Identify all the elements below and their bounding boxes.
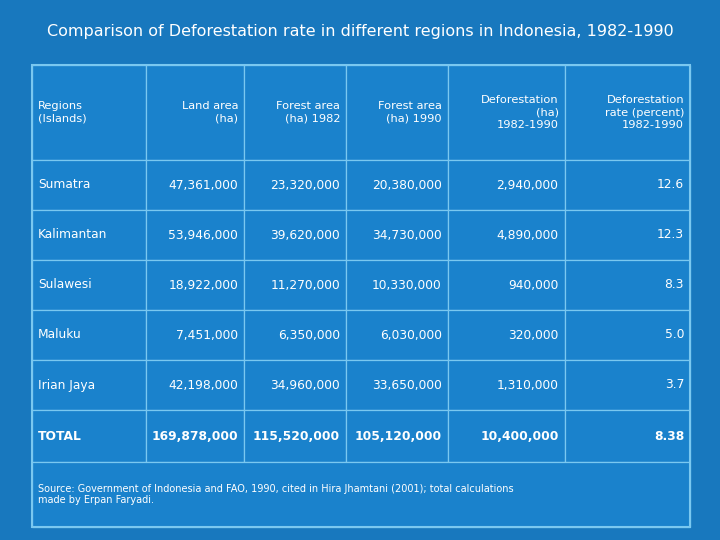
Bar: [146, 260, 244, 310]
Bar: [146, 160, 244, 210]
Bar: [448, 160, 564, 210]
Text: 47,361,000: 47,361,000: [168, 179, 238, 192]
Text: Source: Government of Indonesia and FAO, 1990, cited in Hira Jhamtani (2001); to: Source: Government of Indonesia and FAO,…: [38, 484, 513, 505]
Text: 940,000: 940,000: [508, 279, 559, 292]
Bar: [146, 210, 244, 260]
Bar: [346, 360, 448, 410]
Bar: [564, 65, 690, 160]
Text: 18,922,000: 18,922,000: [168, 279, 238, 292]
Bar: [146, 410, 244, 462]
Bar: [448, 360, 564, 410]
Bar: [346, 310, 448, 360]
Bar: [146, 310, 244, 360]
Bar: [346, 160, 448, 210]
Bar: [564, 160, 690, 210]
Text: 169,878,000: 169,878,000: [152, 429, 238, 442]
Text: 20,380,000: 20,380,000: [372, 179, 442, 192]
Bar: [346, 260, 448, 310]
Bar: [146, 360, 244, 410]
Text: 8.3: 8.3: [665, 279, 684, 292]
Text: 34,730,000: 34,730,000: [372, 228, 442, 241]
Text: 33,650,000: 33,650,000: [372, 379, 442, 392]
Text: 12.6: 12.6: [657, 179, 684, 192]
Text: Deforestation
(ha)
1982-1990: Deforestation (ha) 1982-1990: [481, 95, 559, 130]
Text: 5.0: 5.0: [665, 328, 684, 341]
Text: 8.38: 8.38: [654, 429, 684, 442]
Bar: [448, 410, 564, 462]
Text: 12.3: 12.3: [657, 228, 684, 241]
Text: 42,198,000: 42,198,000: [168, 379, 238, 392]
Text: 6,350,000: 6,350,000: [278, 328, 340, 341]
Text: Forest area
(ha) 1990: Forest area (ha) 1990: [378, 102, 442, 124]
Text: Sumatra: Sumatra: [38, 179, 91, 192]
Text: 7,451,000: 7,451,000: [176, 328, 238, 341]
Bar: [32, 410, 146, 462]
Text: Irian Jaya: Irian Jaya: [38, 379, 95, 392]
Bar: [244, 210, 346, 260]
Bar: [448, 65, 564, 160]
Bar: [32, 160, 146, 210]
Text: 105,120,000: 105,120,000: [355, 429, 442, 442]
Bar: [32, 65, 146, 160]
Text: 3.7: 3.7: [665, 379, 684, 392]
Text: 4,890,000: 4,890,000: [496, 228, 559, 241]
Text: 11,270,000: 11,270,000: [270, 279, 340, 292]
Text: Deforestation
rate (percent)
1982-1990: Deforestation rate (percent) 1982-1990: [605, 95, 684, 130]
Text: 320,000: 320,000: [508, 328, 559, 341]
Bar: [448, 210, 564, 260]
Bar: [32, 65, 690, 527]
Text: TOTAL: TOTAL: [38, 429, 82, 442]
Bar: [564, 210, 690, 260]
Bar: [346, 65, 448, 160]
Text: 53,946,000: 53,946,000: [168, 228, 238, 241]
Bar: [32, 462, 690, 527]
Bar: [448, 310, 564, 360]
Bar: [244, 65, 346, 160]
Bar: [564, 260, 690, 310]
Bar: [244, 410, 346, 462]
Bar: [146, 65, 244, 160]
Text: Land area
(ha): Land area (ha): [182, 102, 238, 124]
Bar: [564, 360, 690, 410]
Bar: [32, 310, 146, 360]
Bar: [564, 410, 690, 462]
Text: 39,620,000: 39,620,000: [270, 228, 340, 241]
Text: Forest area
(ha) 1982: Forest area (ha) 1982: [276, 102, 340, 124]
Bar: [346, 410, 448, 462]
Bar: [244, 360, 346, 410]
Text: Sulawesi: Sulawesi: [38, 279, 91, 292]
Bar: [244, 160, 346, 210]
Text: 10,400,000: 10,400,000: [480, 429, 559, 442]
Bar: [32, 260, 146, 310]
Text: 23,320,000: 23,320,000: [270, 179, 340, 192]
Text: 34,960,000: 34,960,000: [270, 379, 340, 392]
Text: 115,520,000: 115,520,000: [253, 429, 340, 442]
Bar: [448, 260, 564, 310]
Text: 2,940,000: 2,940,000: [497, 179, 559, 192]
Text: 6,030,000: 6,030,000: [380, 328, 442, 341]
Text: Kalimantan: Kalimantan: [38, 228, 107, 241]
Bar: [346, 210, 448, 260]
Bar: [244, 260, 346, 310]
Bar: [32, 210, 146, 260]
Bar: [244, 310, 346, 360]
Text: Regions
(Islands): Regions (Islands): [38, 102, 86, 124]
Text: Maluku: Maluku: [38, 328, 82, 341]
Text: Comparison of Deforestation rate in different regions in Indonesia, 1982-1990: Comparison of Deforestation rate in diff…: [47, 24, 673, 39]
Text: 10,330,000: 10,330,000: [372, 279, 442, 292]
Bar: [32, 360, 146, 410]
Text: 1,310,000: 1,310,000: [497, 379, 559, 392]
Bar: [564, 310, 690, 360]
